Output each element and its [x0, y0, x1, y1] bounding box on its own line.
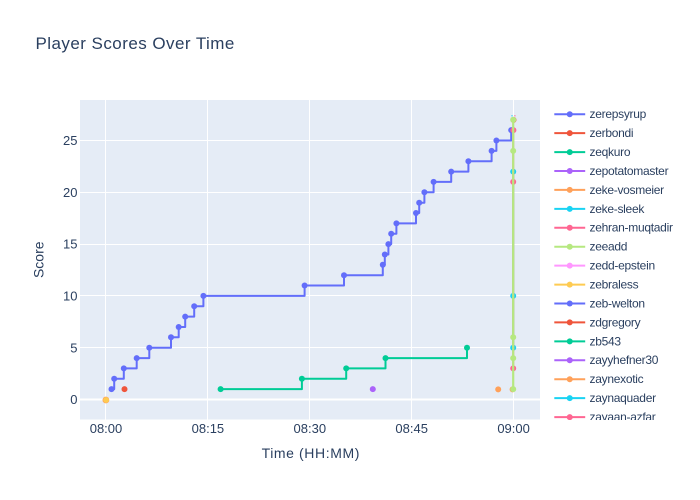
- svg-text:Player Scores Over Time: Player Scores Over Time: [36, 34, 235, 53]
- svg-text:zepotatomaster: zepotatomaster: [590, 164, 669, 178]
- svg-text:zdgregory: zdgregory: [590, 315, 641, 329]
- svg-text:zehran-muqtadir: zehran-muqtadir: [590, 221, 673, 235]
- svg-text:zeb-welton: zeb-welton: [590, 296, 645, 310]
- svg-text:10: 10: [63, 289, 77, 304]
- svg-text:zaynaquader: zaynaquader: [590, 391, 657, 405]
- svg-text:zerepsyrup: zerepsyrup: [590, 107, 647, 121]
- svg-text:zeke-vosmeier: zeke-vosmeier: [590, 183, 665, 197]
- svg-text:08:45: 08:45: [395, 421, 428, 436]
- svg-text:zb543: zb543: [590, 334, 622, 348]
- svg-text:zebraless: zebraless: [590, 278, 639, 292]
- svg-text:0: 0: [70, 392, 77, 407]
- svg-text:zeqkuro: zeqkuro: [590, 145, 631, 159]
- svg-text:zedd-epstein: zedd-epstein: [590, 259, 655, 273]
- svg-text:zeke-sleek: zeke-sleek: [590, 202, 646, 216]
- svg-text:08:15: 08:15: [192, 421, 225, 436]
- svg-text:08:30: 08:30: [294, 421, 327, 436]
- svg-text:zayaan-azfar: zayaan-azfar: [590, 410, 656, 424]
- svg-text:zayyhefner30: zayyhefner30: [590, 353, 659, 367]
- svg-text:zerbondi: zerbondi: [590, 126, 634, 140]
- svg-text:09:00: 09:00: [497, 421, 530, 436]
- svg-text:zeeadd: zeeadd: [590, 240, 628, 254]
- svg-text:Time (HH:MM): Time (HH:MM): [262, 445, 360, 461]
- svg-text:20: 20: [63, 185, 77, 200]
- svg-text:zaynexotic: zaynexotic: [590, 372, 644, 386]
- svg-text:08:00: 08:00: [90, 421, 123, 436]
- svg-text:5: 5: [70, 340, 77, 355]
- svg-text:25: 25: [63, 133, 77, 148]
- svg-text:15: 15: [63, 237, 77, 252]
- svg-text:Score: Score: [30, 241, 46, 278]
